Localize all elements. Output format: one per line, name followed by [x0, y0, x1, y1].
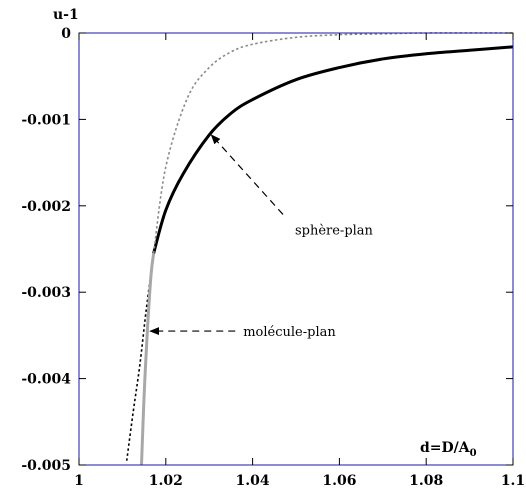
series-line-gray-dotted	[152, 32, 514, 254]
x-tick-label: 1.04	[236, 473, 270, 489]
y-tick-label: 0	[61, 26, 71, 42]
y-tick-label: -0.003	[21, 285, 71, 301]
y-tick-label: -0.001	[21, 112, 71, 128]
annot-layer: sphère-plan molécule-plan	[149, 134, 374, 340]
x-tick-label: 1.06	[322, 473, 356, 489]
y-tick-label: -0.002	[21, 199, 71, 215]
y-tick-label: -0.004	[21, 372, 71, 388]
annotation-label: sphère-plan	[295, 223, 374, 238]
ticks-layer: 1 1.02 1.04 1.06 1.08 1.1 0 -0.001 -0.002 -0.003 -…	[21, 26, 525, 489]
series-line-black-solid-thick	[152, 45, 514, 254]
x-tick-label: 1.1	[501, 473, 525, 489]
plot-frame	[78, 32, 514, 466]
annotation-label: molécule-plan	[243, 325, 336, 340]
x-axis-label-main: d=D/A	[420, 440, 471, 456]
x-tick-label: 1.02	[149, 473, 183, 489]
y-tick-label: -0.005	[21, 458, 71, 474]
x-tick-label: 1	[74, 473, 84, 489]
y-axis-label: u-1	[53, 7, 79, 23]
x-axis-label: d=D/A0	[420, 440, 477, 459]
x-tick-label: 1.08	[409, 473, 443, 489]
x-axis-label-subscript: 0	[470, 448, 477, 459]
series-layer	[125, 32, 514, 466]
series-line-gray-solid-thick	[140, 253, 156, 466]
annotation-arrow	[210, 134, 284, 215]
